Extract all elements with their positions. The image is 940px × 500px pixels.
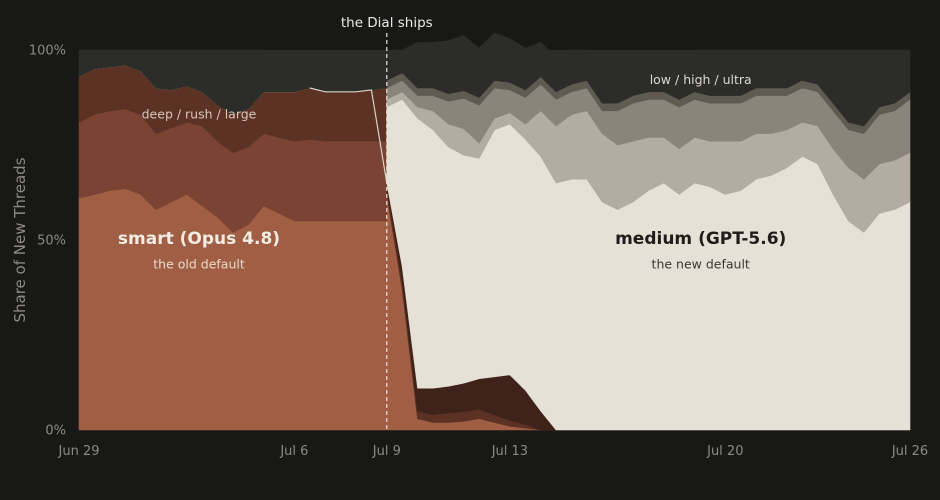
old-stack-top-line [309, 87, 388, 184]
x-tick-label: Jun 29 [58, 444, 100, 459]
deep-rush-large-label: deep / rush / large [142, 106, 257, 121]
x-tick-label: Jul 9 [372, 444, 401, 459]
y-axis-title: Share of New Threads [11, 157, 29, 322]
y-tick-label: 50% [37, 234, 66, 249]
medium-sublabel: the new default [652, 257, 750, 272]
smart-sublabel: the old default [153, 257, 245, 272]
axes: Share of New Threads Jun 29 Jul 6 Jul 9 Jul… [11, 44, 928, 460]
x-tick-label: Jul 26 [891, 444, 928, 459]
x-tick-label: Jul 20 [706, 444, 743, 459]
low-high-ultra-label: low / high / ultra [650, 72, 752, 87]
annotations: smart (Opus 4.8) the old default medium (G… [118, 72, 786, 271]
x-tick-label: Jul 6 [279, 444, 308, 459]
y-tick-label: 100% [29, 44, 66, 59]
smart-label: smart (Opus 4.8) [118, 229, 280, 249]
medium-label: medium (GPT-5.6) [615, 229, 786, 249]
dial-ships-label: the Dial ships [341, 15, 433, 31]
x-tick-label: Jul 13 [491, 444, 528, 459]
y-tick-label: 0% [45, 424, 66, 439]
stacked-areas [78, 32, 911, 431]
